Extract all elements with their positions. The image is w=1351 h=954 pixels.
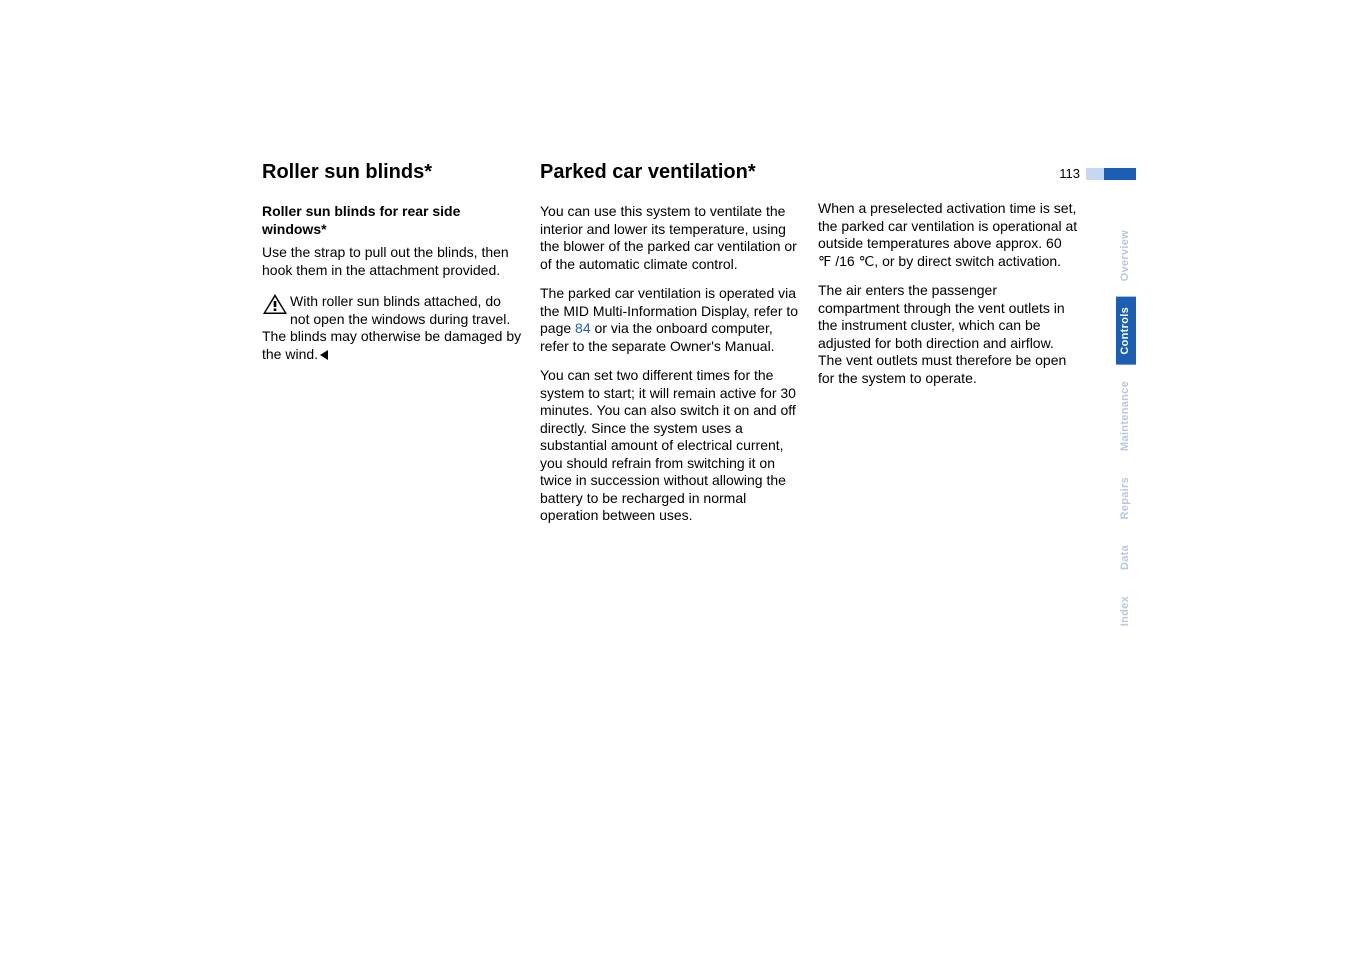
heading-roller-sun-blinds: Roller sun blinds* <box>262 160 522 185</box>
heading-parked-car-ventilation: Parked car ventilation* <box>540 160 800 185</box>
para-use-strap: Use the strap to pull out the blinds, th… <box>262 244 522 279</box>
end-marker-icon <box>320 350 328 360</box>
page-link-84[interactable]: 84 <box>575 320 591 336</box>
tab-index[interactable]: Index <box>1116 586 1136 636</box>
page-content: Roller sun blinds* Roller sun blinds for… <box>262 160 1080 537</box>
tab-controls[interactable]: Controls <box>1116 297 1136 365</box>
subheading-rear-side-windows: Roller sun blinds for rear side windows* <box>262 203 522 238</box>
para-mid-display: The parked car ventilation is operated v… <box>540 285 800 355</box>
page-accent-bar <box>1086 168 1136 180</box>
column3-spacer <box>818 160 1078 200</box>
side-tabs: Overview Controls Maintenance Repairs Da… <box>1116 220 1136 637</box>
para-two-times: You can set two different times for the … <box>540 367 800 525</box>
tab-maintenance[interactable]: Maintenance <box>1116 371 1136 461</box>
tab-overview[interactable]: Overview <box>1116 220 1136 291</box>
para-ventilate-interior: You can use this system to ventilate the… <box>540 203 800 273</box>
column-2: Parked car ventilation* You can use this… <box>540 160 800 537</box>
column-3: When a preselected activation time is se… <box>818 160 1078 537</box>
warning-text: With roller sun blinds attached, do not … <box>262 293 522 363</box>
warning-box: With roller sun blinds attached, do not … <box>262 293 522 363</box>
warning-text-content: With roller sun blinds attached, do not … <box>262 293 521 362</box>
tab-repairs[interactable]: Repairs <box>1116 467 1136 529</box>
tab-data[interactable]: Data <box>1116 535 1136 580</box>
para-preselected-time: When a preselected activation time is se… <box>818 200 1078 270</box>
page-accent-bar-inner <box>1086 168 1104 180</box>
column-1: Roller sun blinds* Roller sun blinds for… <box>262 160 522 537</box>
para-air-enters: The air enters the passenger compartment… <box>818 282 1078 387</box>
warning-icon <box>262 293 288 315</box>
